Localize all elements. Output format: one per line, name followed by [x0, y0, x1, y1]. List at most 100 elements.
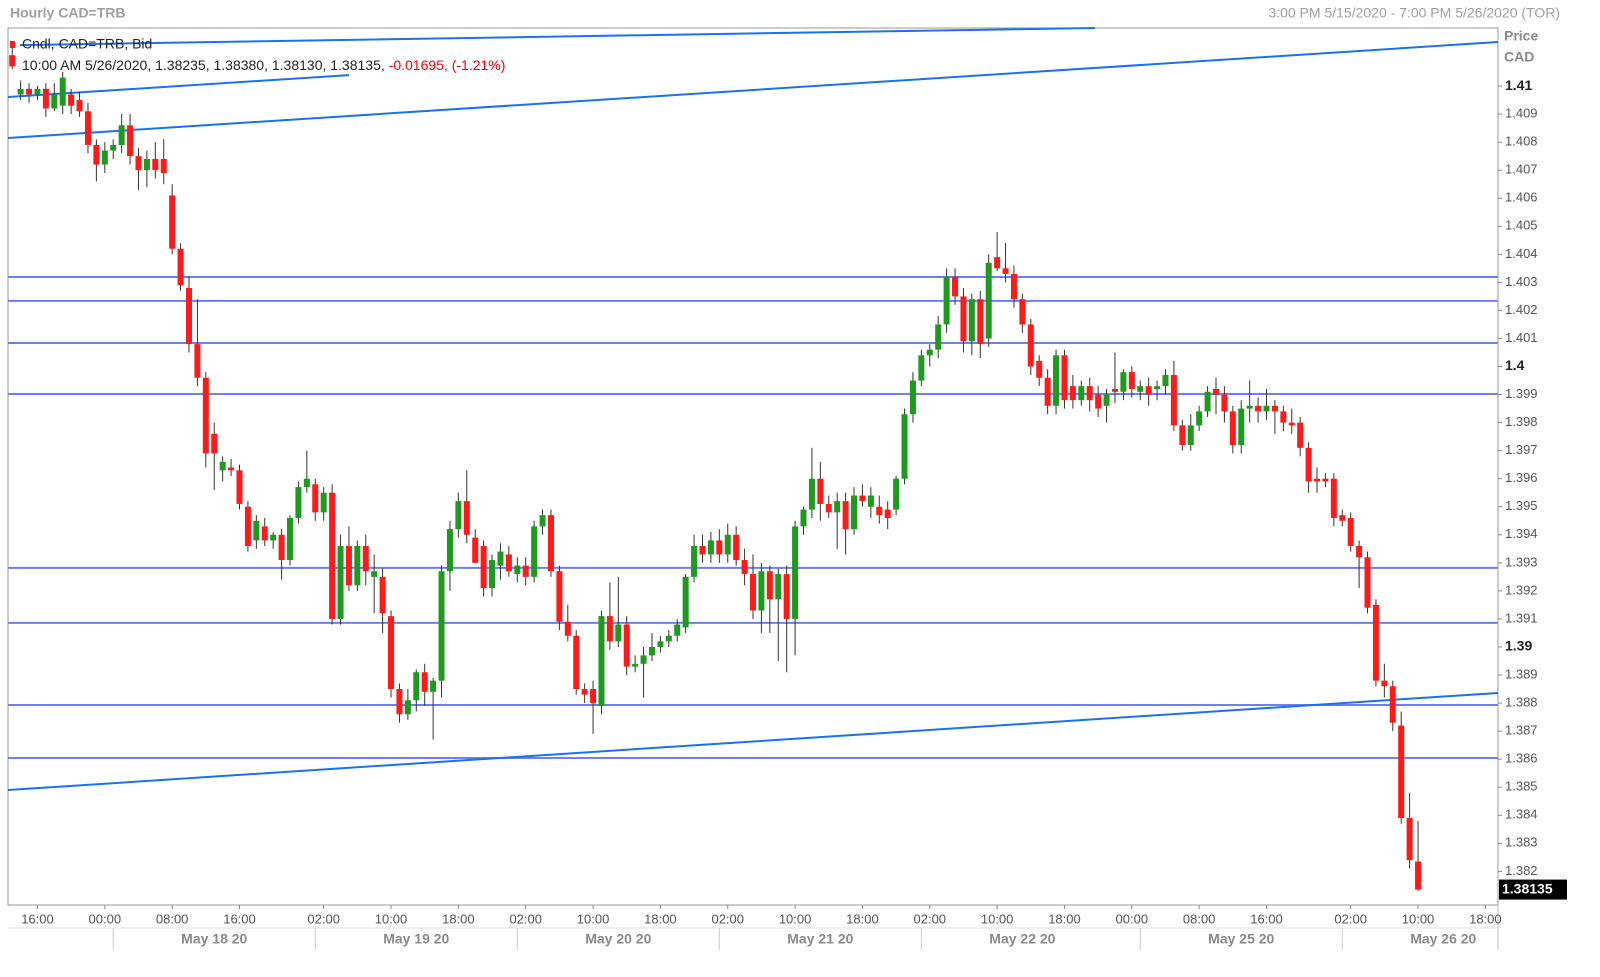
y-tick-label: 1.402 [1505, 302, 1538, 317]
trend-line [19, 27, 1095, 47]
candle-body [9, 55, 16, 67]
y-tick-label: 1.4 [1505, 357, 1525, 373]
candle-body [825, 503, 832, 513]
candle-body [1069, 386, 1076, 401]
candle-body [362, 546, 369, 572]
legend-swatch [10, 41, 15, 48]
candle-body [884, 509, 891, 518]
x-tick-label: 16:00 [1250, 911, 1283, 926]
candle-body [674, 624, 681, 636]
candle-body [1061, 355, 1068, 401]
x-tick-label: 02:00 [307, 911, 340, 926]
candle-body [1103, 394, 1110, 406]
candle-body [968, 299, 975, 342]
x-tick-label: 02:00 [509, 911, 542, 926]
candle-body [320, 492, 327, 513]
candle-body [1229, 411, 1236, 446]
candle-body [792, 526, 799, 619]
last-price-label: 1.38135 [1502, 880, 1553, 896]
y-tick-label: 1.383 [1505, 835, 1538, 850]
candle-body [1137, 386, 1144, 392]
candle-body [1330, 478, 1337, 518]
candle-body [867, 495, 874, 507]
y-tick-label: 1.388 [1505, 695, 1538, 710]
candle-body [1314, 478, 1321, 482]
candle-body [1271, 405, 1278, 412]
candle-body [1288, 422, 1295, 426]
date-label: May 25 20 [1208, 931, 1274, 947]
candle-body [51, 94, 58, 109]
y-tick-label: 1.392 [1505, 582, 1538, 597]
candle-body [699, 546, 706, 555]
candle-body [1086, 386, 1093, 401]
candle-body [177, 248, 184, 286]
date-label: May 21 20 [787, 931, 853, 947]
candle-body [1120, 372, 1127, 392]
candle-body [800, 509, 807, 527]
candle-body [1053, 355, 1060, 406]
y-tick-label: 1.399 [1505, 386, 1538, 401]
candle-body [682, 576, 689, 628]
candle-body [691, 546, 698, 577]
candle-body [202, 377, 209, 454]
candle-body [556, 571, 563, 622]
candle-body [909, 380, 916, 415]
candle-body [716, 540, 723, 555]
y-tick-label: 1.386 [1505, 751, 1538, 766]
x-tick-label: 18:00 [442, 911, 475, 926]
x-tick-label: 08:00 [156, 911, 189, 926]
candle-body [952, 276, 959, 297]
x-tick-label: 18:00 [1048, 911, 1081, 926]
candle-body [859, 495, 866, 502]
candle-body [1263, 405, 1270, 412]
candle-body [985, 262, 992, 339]
candle-body [354, 546, 361, 586]
date-label: May 19 20 [383, 931, 449, 947]
y-tick-label: 1.389 [1505, 666, 1538, 681]
y-tick-label: 1.41 [1505, 77, 1532, 93]
candle-body [834, 501, 841, 513]
candle-body [1389, 686, 1396, 723]
y-tick-label: 1.393 [1505, 554, 1538, 569]
candle-body [68, 94, 75, 106]
x-tick-label: 10:00 [1402, 911, 1435, 926]
x-tick-label: 00:00 [89, 911, 122, 926]
candle-body [1154, 386, 1161, 389]
candle-body [514, 565, 521, 575]
candle-body [1364, 557, 1371, 608]
x-tick-label: 10:00 [577, 911, 610, 926]
y-tick-label: 1.397 [1505, 442, 1538, 457]
candle-body [84, 111, 91, 145]
candle-body [1204, 391, 1211, 412]
candle-body [943, 276, 950, 325]
candle-body [169, 195, 176, 249]
candle-body [34, 88, 41, 95]
candle-body [1162, 374, 1169, 387]
candle-body [1255, 405, 1262, 412]
x-tick-label: 18:00 [1469, 911, 1502, 926]
y-tick-label: 1.404 [1505, 246, 1538, 261]
candle-body [388, 616, 395, 690]
candle-body [741, 560, 748, 575]
y-axis-label: CAD [1504, 49, 1534, 65]
candle-body [278, 534, 285, 561]
x-tick-label: 10:00 [779, 911, 812, 926]
candle-body [219, 461, 226, 471]
x-tick-label: 02:00 [914, 911, 947, 926]
candle-body [750, 574, 756, 611]
candle-body [842, 501, 849, 530]
candle-body [480, 546, 487, 589]
candle-body [396, 689, 403, 715]
candle-body [1010, 273, 1017, 300]
candle-body [615, 624, 622, 642]
candle-body [160, 158, 167, 173]
y-tick-label: 1.403 [1505, 274, 1538, 289]
candle-body [135, 156, 142, 171]
candle-body [1170, 374, 1177, 426]
x-tick-label: 08:00 [1183, 911, 1216, 926]
candle-body [253, 520, 260, 541]
candle-body [438, 571, 445, 681]
candle-body [590, 689, 597, 704]
candle-body [413, 672, 420, 701]
candle-body [775, 574, 782, 600]
